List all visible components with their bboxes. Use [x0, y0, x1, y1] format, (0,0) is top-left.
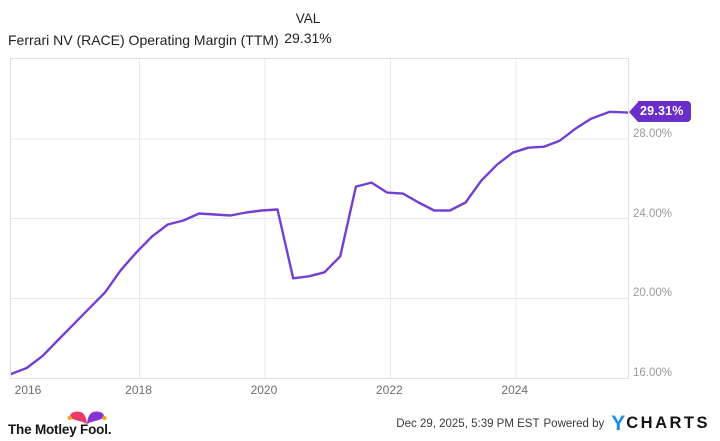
x-axis-label: 2024 [501, 383, 529, 397]
val-label: VAL [295, 11, 321, 26]
brand-text: The Motley Fool. [8, 422, 112, 437]
x-axis-label: 2020 [250, 383, 278, 397]
tag-arrow-icon [629, 101, 638, 122]
page-title: Ferrari NV (RACE) Operating Margin (TTM) [8, 32, 279, 48]
y-axis-label: 24.00% [633, 207, 673, 220]
x-axis-label: 2016 [14, 383, 42, 397]
powered-by-label: Powered by [543, 417, 605, 430]
chart-plot [10, 58, 629, 379]
val-value: 29.31% [284, 30, 332, 46]
motley-fool-logo: The Motley Fool. [8, 411, 112, 440]
footer-attribution: Dec 29, 2025, 5:39 PM EST Powered by Y C… [396, 413, 710, 434]
ycharts-y-mark: Y [611, 412, 626, 435]
ycharts-logo: Y CHARTS [611, 413, 710, 434]
footer-timestamp: Dec 29, 2025, 5:39 PM EST [396, 417, 540, 430]
footer-text: Dec 29, 2025, 5:39 PM EST Powered by [396, 418, 604, 430]
x-axis-label: 2022 [375, 383, 403, 397]
chart-canvas [11, 59, 628, 378]
val-column: VAL 29.31% [279, 11, 337, 46]
y-axis-label: 16.00% [633, 367, 673, 379]
series-line [11, 110, 628, 376]
ycharts-wordmark: CHARTS [626, 414, 710, 432]
y-axis-label: 28.00% [633, 127, 673, 140]
jester-hat-icon [67, 411, 107, 424]
value-tag: 29.31% [629, 101, 691, 123]
tag-label: 29.31% [638, 101, 691, 123]
x-axis-label: 2018 [125, 383, 152, 397]
y-axis-label: 20.00% [633, 287, 673, 300]
